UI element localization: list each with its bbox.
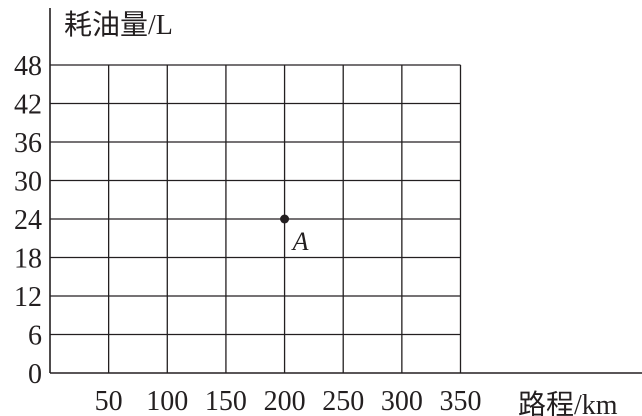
data-points: A [280, 214, 309, 256]
y-tick-label: 0 [28, 359, 42, 390]
y-tick-label: 42 [14, 90, 42, 121]
x-tick-label: 50 [95, 386, 123, 416]
y-tick-label: 36 [14, 128, 42, 159]
y-tick-label: 48 [14, 51, 42, 82]
grid [50, 64, 462, 373]
x-tick-label: 250 [322, 386, 364, 416]
point-A [280, 214, 290, 224]
y-tick-label: 18 [14, 244, 42, 275]
y-tick-label: 12 [14, 282, 42, 313]
point-label: A [291, 227, 309, 256]
tick-labels: 0 6 12 18 24 30 36 42 48 50 100 150 200 250 300 350 [14, 51, 482, 416]
x-tick-label: 300 [381, 386, 423, 416]
x-axis-label: 路程/km [518, 389, 618, 416]
y-tick-label: 30 [14, 167, 42, 198]
y-axis-label: 耗油量/L [64, 9, 173, 41]
x-tick-label: 200 [264, 386, 306, 416]
x-tick-label: 150 [205, 386, 247, 416]
y-tick-label: 24 [14, 205, 42, 236]
x-tick-label: 100 [146, 386, 188, 416]
y-tick-label: 6 [28, 321, 42, 352]
x-tick-label: 350 [440, 386, 482, 416]
